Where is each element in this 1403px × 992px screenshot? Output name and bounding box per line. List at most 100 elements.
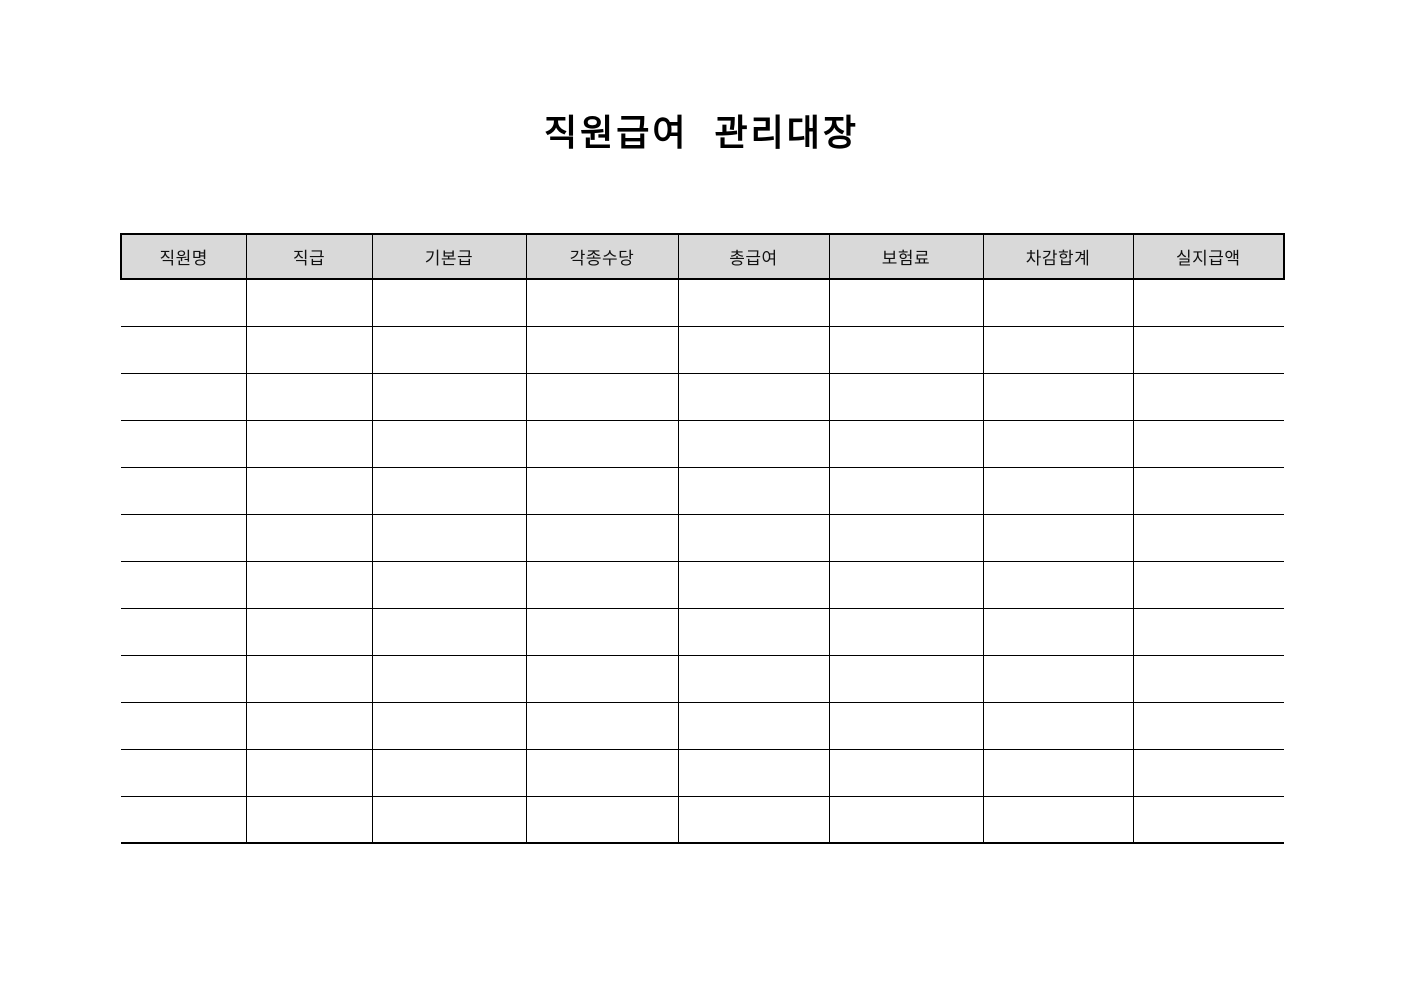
- table-cell: [525, 702, 679, 750]
- table-cell: [121, 467, 247, 515]
- table-cell: [371, 467, 527, 515]
- table-cell: [677, 608, 830, 656]
- table-cell: [525, 326, 679, 374]
- column-header-net-pay: 실지급액: [1132, 233, 1285, 280]
- table-cell: [982, 702, 1134, 750]
- table-cell: [1132, 561, 1284, 609]
- table-row: [121, 796, 1284, 844]
- table-cell: [371, 420, 527, 468]
- table-cell: [525, 373, 679, 421]
- table-cell: [1132, 655, 1284, 703]
- table-cell: [677, 796, 830, 844]
- table-cell: [525, 561, 679, 609]
- table-cell: [828, 514, 984, 562]
- table-cell: [982, 420, 1134, 468]
- table-cell: [121, 655, 247, 703]
- table-cell: [525, 467, 679, 515]
- table-cell: [371, 514, 527, 562]
- table-cell: [121, 514, 247, 562]
- table-cell: [982, 514, 1134, 562]
- table-cell: [982, 796, 1134, 844]
- table-cell: [1132, 326, 1284, 374]
- table-cell: [371, 796, 527, 844]
- table-cell: [121, 608, 247, 656]
- table-row: [121, 467, 1284, 515]
- column-header-position: 직급: [245, 233, 373, 280]
- table-cell: [121, 279, 247, 327]
- table-row: [121, 655, 1284, 703]
- table-cell: [828, 796, 984, 844]
- table-cell: [245, 561, 373, 609]
- table-cell: [525, 796, 679, 844]
- table-cell: [121, 326, 247, 374]
- table-cell: [525, 420, 679, 468]
- table-cell: [677, 514, 830, 562]
- table-body: [121, 279, 1284, 844]
- table-row: [121, 702, 1284, 750]
- salary-table: 직원명 직급 기본급 각종수당 총급여 보험료 차감합계 실지급액: [120, 233, 1285, 844]
- column-header-base-salary: 기본급: [371, 233, 527, 280]
- header-row: 직원명 직급 기본급 각종수당 총급여 보험료 차감합계 실지급액: [120, 233, 1285, 280]
- table-cell: [245, 279, 373, 327]
- table-cell: [371, 655, 527, 703]
- column-header-allowances: 각종수당: [525, 233, 679, 280]
- table-cell: [245, 796, 373, 844]
- table-row: [121, 514, 1284, 562]
- table-row: [121, 749, 1284, 797]
- table-cell: [371, 702, 527, 750]
- table-cell: [828, 749, 984, 797]
- table-cell: [677, 655, 830, 703]
- table-cell: [677, 561, 830, 609]
- table-row: [121, 608, 1284, 656]
- table-cell: [1132, 514, 1284, 562]
- table-cell: [677, 467, 830, 515]
- table-cell: [245, 467, 373, 515]
- table-header: 직원명 직급 기본급 각종수당 총급여 보험료 차감합계 실지급액: [120, 233, 1285, 280]
- table-row: [121, 326, 1284, 374]
- table-cell: [121, 749, 247, 797]
- table-cell: [982, 373, 1134, 421]
- table-cell: [525, 608, 679, 656]
- table-cell: [1132, 796, 1284, 844]
- column-header-insurance: 보험료: [828, 233, 984, 280]
- table-cell: [828, 655, 984, 703]
- table-cell: [245, 326, 373, 374]
- table-cell: [982, 326, 1134, 374]
- table-cell: [1132, 608, 1284, 656]
- table-cell: [828, 279, 984, 327]
- table-cell: [828, 561, 984, 609]
- table-cell: [245, 655, 373, 703]
- table-cell: [828, 420, 984, 468]
- table-cell: [121, 561, 247, 609]
- column-header-total-salary: 총급여: [677, 233, 830, 280]
- table-cell: [828, 702, 984, 750]
- table-cell: [1132, 467, 1284, 515]
- table-cell: [982, 749, 1134, 797]
- table-cell: [371, 373, 527, 421]
- table-cell: [525, 279, 679, 327]
- table-cell: [245, 702, 373, 750]
- table-cell: [525, 655, 679, 703]
- table-row: [121, 373, 1284, 421]
- table-cell: [1132, 420, 1284, 468]
- table-cell: [677, 420, 830, 468]
- table-cell: [121, 373, 247, 421]
- table-cell: [525, 514, 679, 562]
- table-cell: [371, 279, 527, 327]
- table-cell: [245, 749, 373, 797]
- table-cell: [371, 326, 527, 374]
- column-header-employee-name: 직원명: [120, 233, 247, 280]
- table-cell: [677, 749, 830, 797]
- table-cell: [371, 749, 527, 797]
- table-row: [121, 420, 1284, 468]
- table-cell: [828, 608, 984, 656]
- table-cell: [1132, 749, 1284, 797]
- table-cell: [121, 702, 247, 750]
- table-cell: [121, 796, 247, 844]
- table-cell: [371, 561, 527, 609]
- table-cell: [121, 420, 247, 468]
- table-cell: [982, 279, 1134, 327]
- table-cell: [982, 608, 1134, 656]
- table-cell: [245, 420, 373, 468]
- column-header-deduction-total: 차감합계: [982, 233, 1134, 280]
